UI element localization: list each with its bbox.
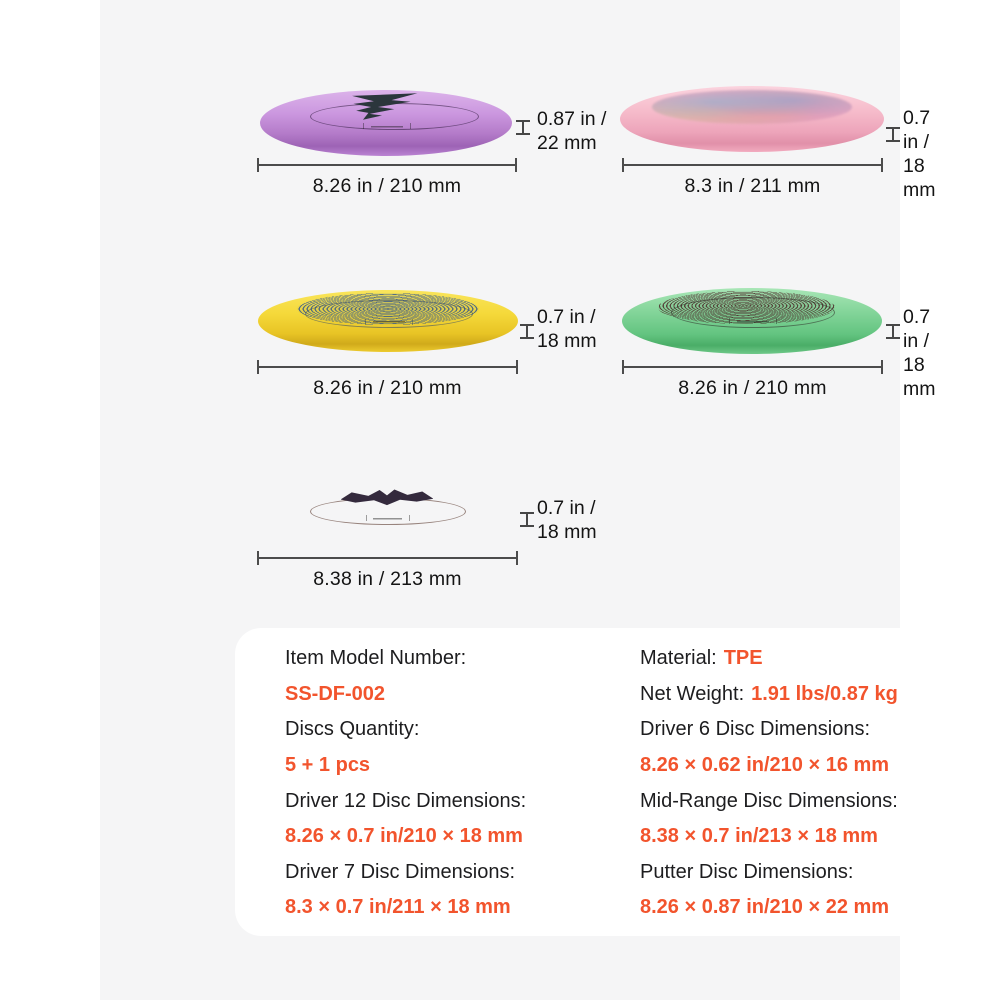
disc-orange xyxy=(258,486,516,550)
height-marker-icon xyxy=(886,127,900,142)
spec-label-row: Driver 7 Disc Dimensions: xyxy=(285,855,630,891)
spec-label-row: Discs Quantity: xyxy=(285,712,630,748)
spec-value: 8.26 × 0.87 in/210 × 22 mm xyxy=(640,896,890,919)
height-dimension-label: 0.7 in / 18 mm xyxy=(903,106,936,202)
height-dimension-label: 0.7 in / 18 mm xyxy=(903,305,936,401)
width-dimension-label: 8.3 in / 211 mm xyxy=(684,175,821,197)
spec-value: SS-DF-002 xyxy=(285,682,386,705)
disc-ring xyxy=(671,297,835,329)
spec-label-row: Item Model Number: xyxy=(285,641,630,677)
height-label-line1: 0.7 in / xyxy=(537,306,596,328)
height-label-line1: 0.87 in / xyxy=(537,108,607,130)
disc-ring xyxy=(304,299,474,328)
spec-label: Driver 7 Disc Dimensions: xyxy=(285,860,516,883)
spec-value-row: SS-DF-002 xyxy=(285,677,630,713)
spec-column-right: Material: TPE Net Weight: 1.91 lbs/0.87 … xyxy=(640,641,960,926)
spec-label: Putter Disc Dimensions: xyxy=(640,860,854,883)
spec-label: Net Weight: xyxy=(640,682,745,705)
disc-purple xyxy=(260,90,512,156)
spec-column-left: Item Model Number: SS-DF-002 Discs Quant… xyxy=(285,641,630,926)
disc-pink xyxy=(620,86,884,152)
disc-stamp-text xyxy=(366,515,410,522)
height-label-line2: 22 mm xyxy=(537,132,597,154)
height-label-line1: 0.7 in / xyxy=(903,306,931,352)
disc-print xyxy=(651,89,853,125)
width-dimension-line xyxy=(257,360,518,374)
height-dimension-label: 0.7 in / 18 mm xyxy=(537,305,597,353)
spec-value-row: 8.26 × 0.87 in/210 × 22 mm xyxy=(640,890,960,926)
disc-yellow xyxy=(258,290,518,352)
height-marker-icon xyxy=(516,120,530,135)
spec-panel: Item Model Number: SS-DF-002 Discs Quant… xyxy=(235,628,965,936)
spec-label-row: Putter Disc Dimensions: xyxy=(640,855,960,891)
width-dimension-label: 8.38 in / 213 mm xyxy=(313,568,462,590)
spec-value-row: 8.26 × 0.7 in/210 × 18 mm xyxy=(285,819,630,855)
spec-label: Driver 12 Disc Dimensions: xyxy=(285,789,527,812)
disc-green xyxy=(622,288,882,354)
width-dimension-line xyxy=(622,158,883,172)
gray-stage-background: 8.26 in / 210 mm 0.87 in / 22 mm 8.3 in … xyxy=(100,0,965,1000)
spec-label: Item Model Number: xyxy=(285,647,467,670)
spec-value-row: 8.38 × 0.7 in/213 × 18 mm xyxy=(640,819,960,855)
disc-stamp-text xyxy=(364,318,414,325)
height-dimension-label: 0.87 in / 22 mm xyxy=(537,107,606,155)
disc-stamp-text xyxy=(728,318,778,325)
height-dimension-label: 0.7 in / 18 mm xyxy=(537,496,597,544)
width-dimension-label: 8.26 in / 210 mm xyxy=(312,175,462,197)
spec-value: 5 + 1 pcs xyxy=(285,754,371,777)
spec-label-row: Driver 6 Disc Dimensions: xyxy=(640,712,960,748)
spec-value-row: 5 + 1 pcs xyxy=(285,748,630,784)
height-marker-icon xyxy=(520,324,534,339)
width-dimension-line xyxy=(622,360,883,374)
height-marker-icon xyxy=(520,512,534,527)
spec-value: 8.26 × 0.62 in/210 × 16 mm xyxy=(640,754,890,777)
spec-label-row: Mid-Range Disc Dimensions: xyxy=(640,783,960,819)
spec-value: 8.38 × 0.7 in/213 × 18 mm xyxy=(640,825,878,848)
spec-label-row: Driver 12 Disc Dimensions: xyxy=(285,783,630,819)
spec-value-row: 8.26 × 0.62 in/210 × 16 mm xyxy=(640,748,960,784)
height-label-line2: 18 mm xyxy=(903,354,936,400)
height-marker-icon xyxy=(886,324,900,339)
height-label-line1: 0.7 in / xyxy=(903,107,931,153)
spec-inline-row: Net Weight: 1.91 lbs/0.87 kg xyxy=(640,677,960,713)
spec-value: TPE xyxy=(723,647,763,670)
width-dimension-line xyxy=(257,158,517,172)
width-dimension-line xyxy=(257,551,518,565)
width-dimension-label: 8.26 in / 210 mm xyxy=(313,377,462,399)
spec-label: Mid-Range Disc Dimensions: xyxy=(640,789,898,812)
spec-label: Driver 6 Disc Dimensions: xyxy=(640,718,871,741)
height-label-line2: 18 mm xyxy=(537,330,597,352)
spec-value: 1.91 lbs/0.87 kg xyxy=(751,682,898,705)
spec-label: Material: xyxy=(640,647,717,670)
height-label-line2: 18 mm xyxy=(903,155,936,201)
width-dimension-label: 8.26 in / 210 mm xyxy=(678,377,827,399)
spec-inline-row: Material: TPE xyxy=(640,641,960,677)
spec-value-row: 8.3 × 0.7 in/211 × 18 mm xyxy=(285,890,630,926)
height-label-line2: 18 mm xyxy=(537,521,597,543)
height-label-line1: 0.7 in / xyxy=(537,497,596,519)
spec-value: 8.3 × 0.7 in/211 × 18 mm xyxy=(285,896,511,919)
spec-value: 8.26 × 0.7 in/210 × 18 mm xyxy=(285,825,523,848)
disc-stamp-text xyxy=(363,123,411,129)
spec-label: Discs Quantity: xyxy=(285,718,420,741)
